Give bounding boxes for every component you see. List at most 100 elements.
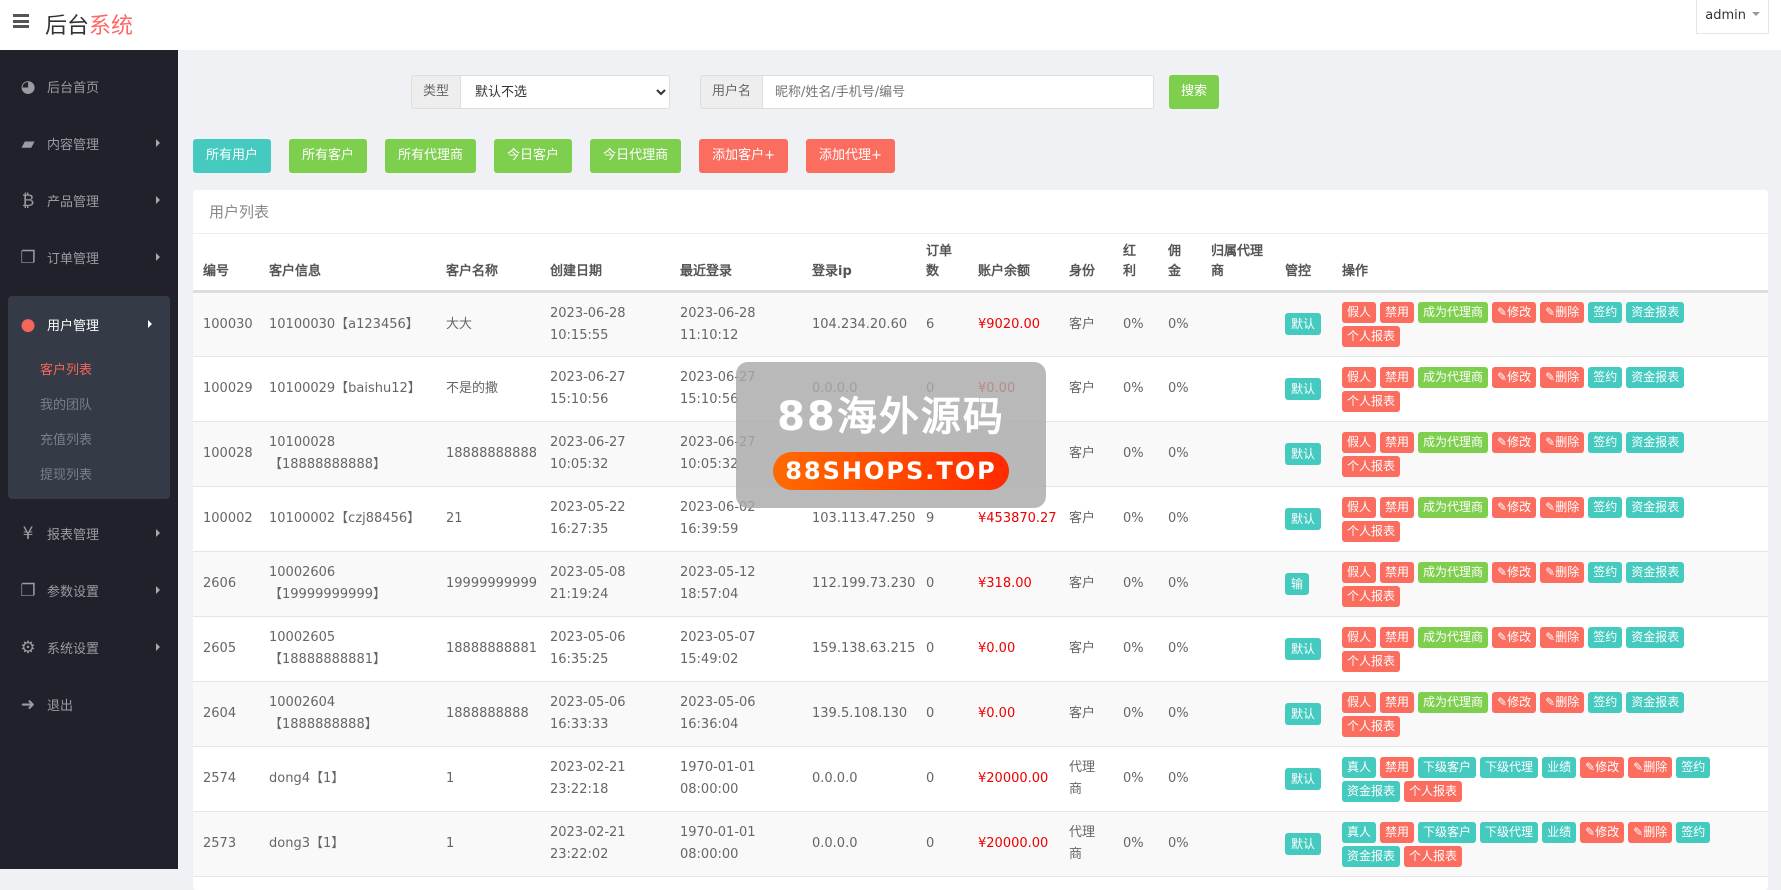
quick-button[interactable]: 今日客户 [494, 139, 573, 173]
action-button[interactable]: 业绩 [1542, 756, 1577, 778]
action-button[interactable]: 签约 [1588, 626, 1623, 648]
quick-button[interactable]: 所有代理商 [385, 139, 477, 173]
action-button[interactable]: 假人 [1342, 626, 1377, 648]
action-button[interactable]: 资金报表 [1342, 845, 1401, 867]
action-button[interactable]: 资金报表 [1626, 431, 1685, 453]
quick-button[interactable]: 添加代理+ [805, 139, 895, 173]
action-button[interactable]: 业绩 [1542, 821, 1577, 843]
action-button[interactable]: 禁用 [1380, 496, 1415, 518]
action-button[interactable]: ✎修改 [1492, 561, 1537, 583]
action-button[interactable]: ✎修改 [1492, 496, 1537, 518]
action-button[interactable]: 签约 [1588, 691, 1623, 713]
control-badge[interactable]: 默认 [1285, 442, 1322, 465]
action-button[interactable]: ✎删除 [1540, 691, 1585, 713]
action-button[interactable]: ✎删除 [1628, 821, 1673, 843]
username-input[interactable] [763, 76, 1154, 108]
action-button[interactable]: 资金报表 [1626, 691, 1685, 713]
action-button[interactable]: 假人 [1342, 431, 1377, 453]
control-badge[interactable]: 默认 [1285, 702, 1322, 725]
action-button[interactable]: 个人报表 [1342, 715, 1401, 737]
action-button[interactable]: 假人 [1342, 496, 1377, 518]
action-button[interactable]: ✎修改 [1492, 691, 1537, 713]
sidebar-item-logout[interactable]: ➜ 退出 [0, 676, 178, 733]
action-button[interactable]: ✎删除 [1540, 626, 1585, 648]
action-button[interactable]: 成为代理商 [1418, 496, 1489, 518]
control-badge[interactable]: 默认 [1285, 313, 1322, 335]
action-button[interactable]: ✎删除 [1540, 366, 1585, 388]
control-badge[interactable]: 默认 [1285, 767, 1322, 790]
action-button[interactable]: 成为代理商 [1418, 431, 1489, 453]
menu-toggle-icon[interactable] [13, 14, 29, 28]
control-badge[interactable]: 默认 [1285, 507, 1322, 530]
type-select[interactable]: 默认不选 [461, 76, 670, 108]
sidebar-item-reports[interactable]: ¥ 报表管理 [0, 505, 178, 562]
action-button[interactable]: 下级客户 [1418, 821, 1477, 843]
action-button[interactable]: ✎修改 [1492, 626, 1537, 648]
action-button[interactable]: 成为代理商 [1418, 561, 1489, 583]
action-button[interactable]: ✎删除 [1540, 561, 1585, 583]
search-button[interactable]: 搜索 [1169, 75, 1220, 109]
quick-button[interactable]: 所有客户 [289, 139, 368, 173]
action-button[interactable]: 签约 [1588, 561, 1623, 583]
quick-button[interactable]: 所有用户 [193, 139, 272, 173]
action-button[interactable]: 下级代理 [1480, 821, 1539, 843]
action-button[interactable]: 假人 [1342, 561, 1377, 583]
control-badge[interactable]: 默认 [1285, 832, 1322, 855]
sidebar-item-system[interactable]: ⚙ 系统设置 [0, 619, 178, 676]
action-button[interactable]: 下级代理 [1480, 756, 1539, 778]
scrollbar[interactable] [1769, 50, 1781, 869]
action-button[interactable]: 假人 [1342, 302, 1377, 323]
control-badge[interactable]: 输 [1285, 572, 1310, 595]
action-button[interactable]: 个人报表 [1404, 845, 1463, 867]
action-button[interactable]: 个人报表 [1342, 585, 1401, 607]
action-button[interactable]: ✎删除 [1540, 431, 1585, 453]
action-button[interactable]: 禁用 [1380, 431, 1415, 453]
action-button[interactable]: 禁用 [1380, 561, 1415, 583]
action-button[interactable]: 禁用 [1380, 366, 1415, 388]
sidebar-item-params[interactable]: ❐ 参数设置 [0, 562, 178, 619]
action-button[interactable]: 个人报表 [1342, 520, 1401, 542]
action-button[interactable]: 资金报表 [1626, 626, 1685, 648]
action-button[interactable]: 资金报表 [1626, 302, 1685, 323]
user-menu[interactable]: admin [1696, 0, 1769, 34]
action-button[interactable]: 个人报表 [1342, 326, 1401, 347]
action-button[interactable]: 禁用 [1380, 691, 1415, 713]
quick-button[interactable]: 添加客户+ [699, 139, 788, 173]
action-button[interactable]: ✎修改 [1580, 756, 1625, 778]
action-button[interactable]: ✎修改 [1492, 431, 1537, 453]
submenu-withdraw-list[interactable]: 提现列表 [40, 468, 93, 483]
action-button[interactable]: 签约 [1676, 756, 1711, 778]
submenu-my-team[interactable]: 我的团队 [40, 398, 93, 413]
quick-button[interactable]: 今日代理商 [590, 139, 682, 173]
action-button[interactable]: 禁用 [1380, 626, 1415, 648]
action-button[interactable]: ✎修改 [1492, 366, 1537, 388]
sidebar-item-products[interactable]: ₿ 产品管理 [0, 172, 178, 229]
action-button[interactable]: ✎删除 [1540, 496, 1585, 518]
action-button[interactable]: 签约 [1588, 496, 1623, 518]
action-button[interactable]: 禁用 [1380, 821, 1415, 843]
sidebar-item-orders[interactable]: ❐ 订单管理 [0, 229, 178, 286]
action-button[interactable]: 签约 [1588, 302, 1623, 323]
action-button[interactable]: 真人 [1342, 821, 1377, 843]
action-button[interactable]: 资金报表 [1342, 780, 1401, 802]
action-button[interactable]: ✎修改 [1580, 821, 1625, 843]
action-button[interactable]: 签约 [1588, 431, 1623, 453]
action-button[interactable]: 下级客户 [1418, 756, 1477, 778]
submenu-customer-list[interactable]: 客户列表 [40, 363, 93, 378]
action-button[interactable]: 禁用 [1380, 302, 1415, 323]
submenu-recharge-list[interactable]: 充值列表 [40, 433, 93, 448]
action-button[interactable]: 成为代理商 [1418, 626, 1489, 648]
action-button[interactable]: ✎删除 [1628, 756, 1673, 778]
action-button[interactable]: 禁用 [1380, 756, 1415, 778]
action-button[interactable]: 成为代理商 [1418, 366, 1489, 388]
action-button[interactable]: 个人报表 [1342, 390, 1401, 412]
action-button[interactable]: ✎删除 [1540, 302, 1585, 323]
sidebar-item-content[interactable]: ▰ 内容管理 [0, 115, 178, 172]
control-badge[interactable]: 默认 [1285, 377, 1322, 400]
action-button[interactable]: 资金报表 [1626, 496, 1685, 518]
action-button[interactable]: 真人 [1342, 756, 1377, 778]
action-button[interactable]: 个人报表 [1342, 455, 1401, 477]
action-button[interactable]: 资金报表 [1626, 366, 1685, 388]
action-button[interactable]: 假人 [1342, 691, 1377, 713]
control-badge[interactable]: 默认 [1285, 637, 1322, 660]
